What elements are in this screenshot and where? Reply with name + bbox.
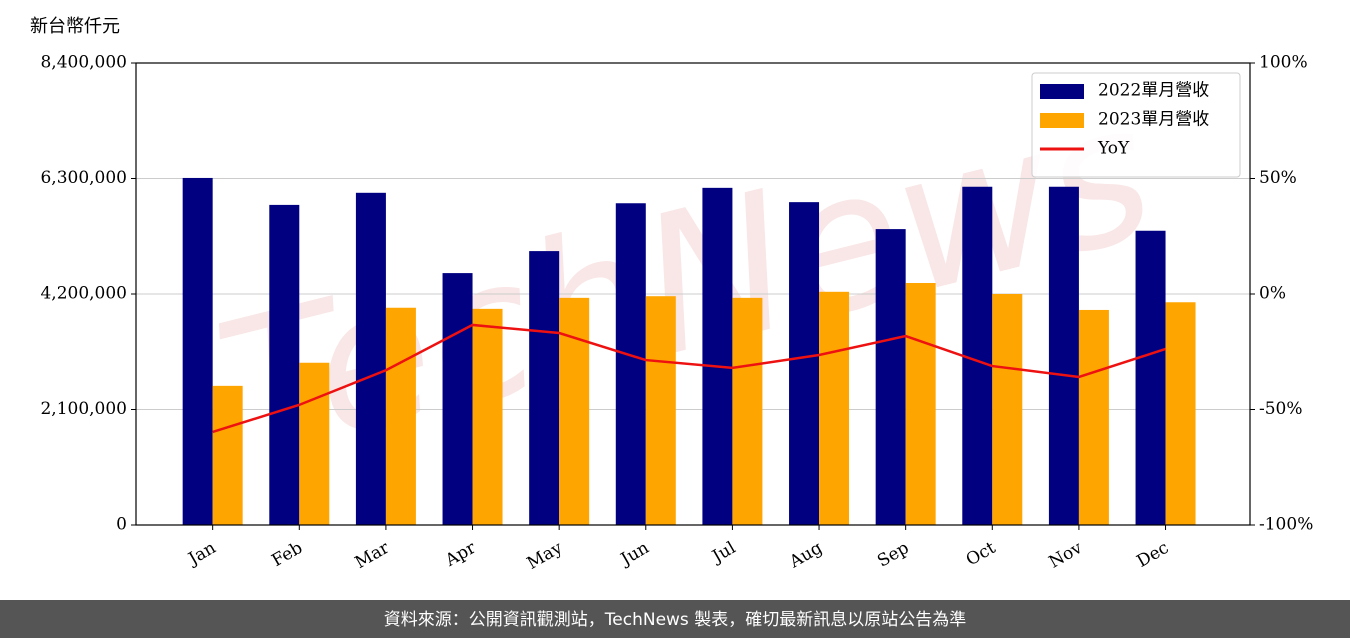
bar — [559, 297, 590, 525]
bar — [732, 297, 763, 525]
legend-swatch — [1040, 113, 1084, 128]
bar — [615, 203, 646, 525]
bar — [819, 291, 850, 525]
line — [212, 323, 1166, 434]
bar — [702, 187, 733, 525]
legend-label: YoY — [1097, 139, 1130, 159]
bar — [992, 294, 1023, 525]
watermark: TechNews — [199, 60, 1172, 504]
x-tick-label: May — [524, 538, 567, 574]
x-tick-label: Jul — [707, 538, 739, 568]
bar — [442, 273, 473, 525]
footer-band — [0, 600, 1350, 638]
bar — [182, 177, 213, 525]
legend-label: 2023單月營收 — [1098, 110, 1209, 130]
x-tick-label: Nov — [1046, 538, 1086, 573]
y-tick-label: 8,400,000 — [40, 53, 127, 73]
y2-tick-label: -100% — [1259, 515, 1313, 535]
bar — [1165, 302, 1196, 525]
x-tick-label: Apr — [441, 537, 480, 571]
bar — [645, 296, 676, 525]
legend-swatch — [1040, 84, 1084, 99]
bar — [1078, 309, 1109, 525]
x-tick-label: Jun — [616, 538, 653, 571]
x-tick-label: Aug — [785, 538, 826, 573]
y-tick-label: 4,200,000 — [40, 284, 127, 304]
y-tick-label: 2,100,000 — [40, 399, 127, 419]
bar — [1135, 230, 1166, 525]
x-tick-label: Oct — [963, 538, 999, 571]
plot-frame — [135, 62, 1251, 526]
x-tick-label: Feb — [268, 538, 306, 571]
y2-tick-label: 50% — [1259, 168, 1297, 188]
y2-tick-label: 100% — [1259, 53, 1308, 73]
legend-label: 2022單月營收 — [1098, 81, 1209, 101]
bar — [299, 362, 330, 525]
bar — [1048, 186, 1079, 525]
bar — [905, 283, 936, 525]
y2-tick-label: 0% — [1259, 284, 1286, 304]
bar — [269, 204, 300, 525]
bar — [789, 202, 820, 525]
x-tick-label: Sep — [874, 538, 912, 572]
bar — [385, 307, 416, 525]
x-tick-label: Mar — [352, 537, 394, 573]
bar — [472, 308, 503, 525]
footer-text: 資料來源：公開資訊觀測站，TechNews 製表，確切最新訊息以原站公告為準 — [384, 610, 966, 630]
y-tick-label: 0 — [116, 515, 127, 535]
bar — [875, 229, 906, 525]
x-tick-label: Dec — [1134, 538, 1173, 572]
x-tick-label: Jan — [184, 538, 220, 570]
bar — [355, 192, 386, 526]
y-tick-label: 6,300,000 — [40, 168, 127, 188]
bar — [212, 385, 243, 525]
bar — [962, 186, 993, 525]
bar — [529, 251, 560, 525]
y2-tick-label: -50% — [1259, 399, 1303, 419]
y-axis-label: 新台幣仟元 — [30, 16, 120, 37]
